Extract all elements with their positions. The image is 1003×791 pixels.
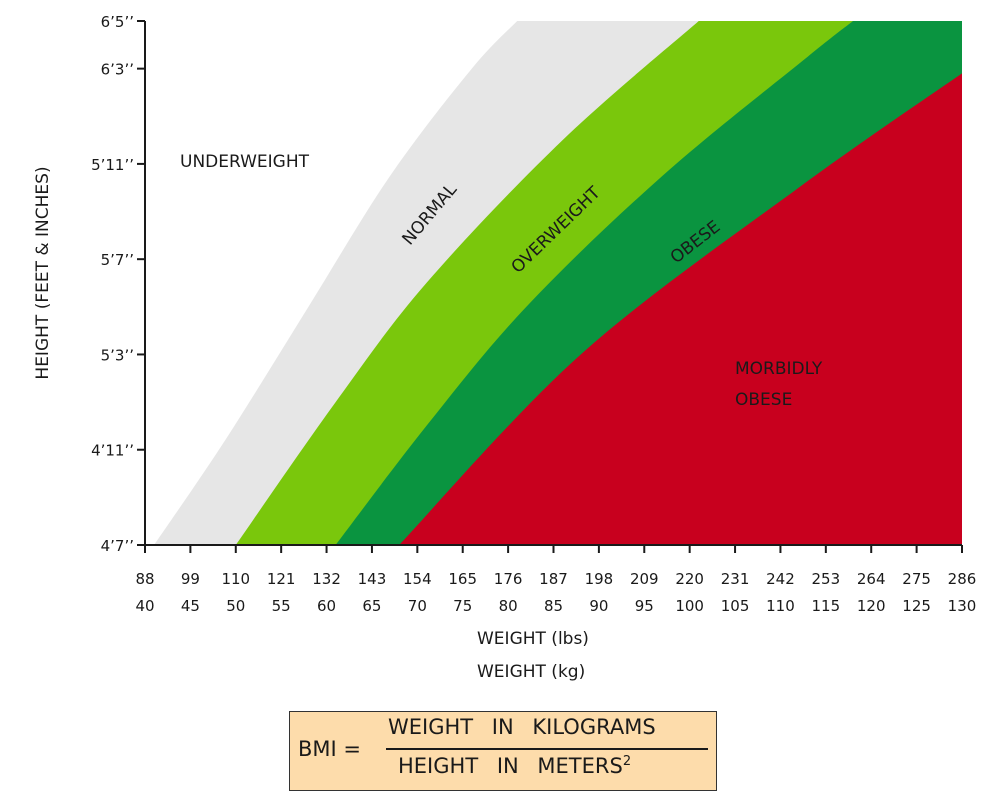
x-tick-label-kg: 85	[544, 597, 563, 615]
y-tick-label: 5’11’’	[91, 156, 134, 174]
x-tick-label-kg: 75	[453, 597, 472, 615]
y-tick-label: 6’3’’	[101, 61, 134, 79]
formula-denominator: HEIGHT IN METERS2	[398, 754, 631, 778]
x-tick-label-kg: 100	[675, 597, 704, 615]
x-tick-label-lbs: 275	[902, 570, 931, 588]
formula-numerator: WEIGHT IN KILOGRAMS	[388, 715, 656, 739]
x-tick-label-lbs: 253	[812, 570, 841, 588]
x-tick-label-kg: 70	[408, 597, 427, 615]
x-axis-title-lbs: WEIGHT (lbs)	[477, 629, 589, 649]
zone-label-underweight: UNDERWEIGHT	[180, 152, 310, 172]
zone-areas	[145, 21, 963, 546]
x-tick-label-lbs: 110	[221, 570, 250, 588]
bmi-formula: BMI = WEIGHT IN KILOGRAMS HEIGHT IN METE…	[289, 711, 717, 791]
x-tick-label-kg: 80	[499, 597, 518, 615]
y-tick-label: 4’7’’	[101, 537, 134, 555]
x-tick-label-lbs: 176	[494, 570, 523, 588]
y-tick-label: 4’11’’	[91, 442, 134, 460]
bmi-chart: 4’7’’ 4’11’’ 5’3’’ 5’7’’ 5’11’’ 6’3’’ 6’5’’ 88 4…	[33, 13, 976, 682]
formula-exponent: 2	[622, 754, 632, 769]
x-tick-label-lbs: 198	[585, 570, 614, 588]
x-tick-label-lbs: 209	[630, 570, 659, 588]
x-tick-label-kg: 65	[362, 597, 381, 615]
x-tick-label-kg: 45	[181, 597, 200, 615]
x-tick-label-kg: 55	[272, 597, 291, 615]
x-axis-title-kg: WEIGHT (kg)	[477, 662, 585, 682]
zone-label-morbidly: MORBIDLY	[735, 359, 823, 379]
x-tick-label-lbs: 286	[948, 570, 977, 588]
x-tick-label-kg: 115	[812, 597, 841, 615]
axes: 4’7’’ 4’11’’ 5’3’’ 5’7’’ 5’11’’ 6’3’’ 6’5’’ 88 4…	[91, 13, 976, 615]
x-tick-label-lbs: 264	[857, 570, 886, 588]
x-tick-label-lbs: 231	[721, 570, 750, 588]
x-tick-label-kg: 95	[635, 597, 654, 615]
x-tick-label-kg: 110	[766, 597, 795, 615]
formula-lhs: BMI =	[298, 737, 361, 761]
formula-denominator-text: HEIGHT IN METERS	[398, 754, 623, 778]
x-tick-label-kg: 60	[317, 597, 336, 615]
zone-morbidly-obese	[399, 73, 963, 546]
x-tick-label-lbs: 132	[312, 570, 341, 588]
x-tick-label-kg: 125	[902, 597, 931, 615]
x-tick-label-kg: 40	[135, 597, 154, 615]
x-tick-label-lbs: 242	[766, 570, 795, 588]
x-tick-label-lbs: 88	[135, 570, 154, 588]
x-tick-label-kg: 90	[589, 597, 608, 615]
x-tick-label-lbs: 154	[403, 570, 432, 588]
y-tick-label: 5’7’’	[101, 251, 134, 269]
x-tick-label-lbs: 187	[539, 570, 568, 588]
x-tick-label-lbs: 220	[675, 570, 704, 588]
x-tick-label-kg: 120	[857, 597, 886, 615]
x-tick-label-lbs: 165	[448, 570, 477, 588]
formula-fraction-bar	[386, 748, 708, 750]
zone-label-obese-2: OBESE	[735, 390, 792, 410]
y-tick-label: 6’5’’	[101, 13, 134, 31]
x-tick-label-kg: 105	[721, 597, 750, 615]
y-axis-title: HEIGHT (FEET & INCHES)	[33, 166, 53, 379]
x-tick-label-kg: 50	[226, 597, 245, 615]
x-tick-label-lbs: 143	[358, 570, 387, 588]
y-tick-label: 5’3’’	[101, 346, 134, 364]
x-tick-label-lbs: 99	[181, 570, 200, 588]
x-tick-label-lbs: 121	[267, 570, 296, 588]
x-tick-label-kg: 130	[948, 597, 977, 615]
